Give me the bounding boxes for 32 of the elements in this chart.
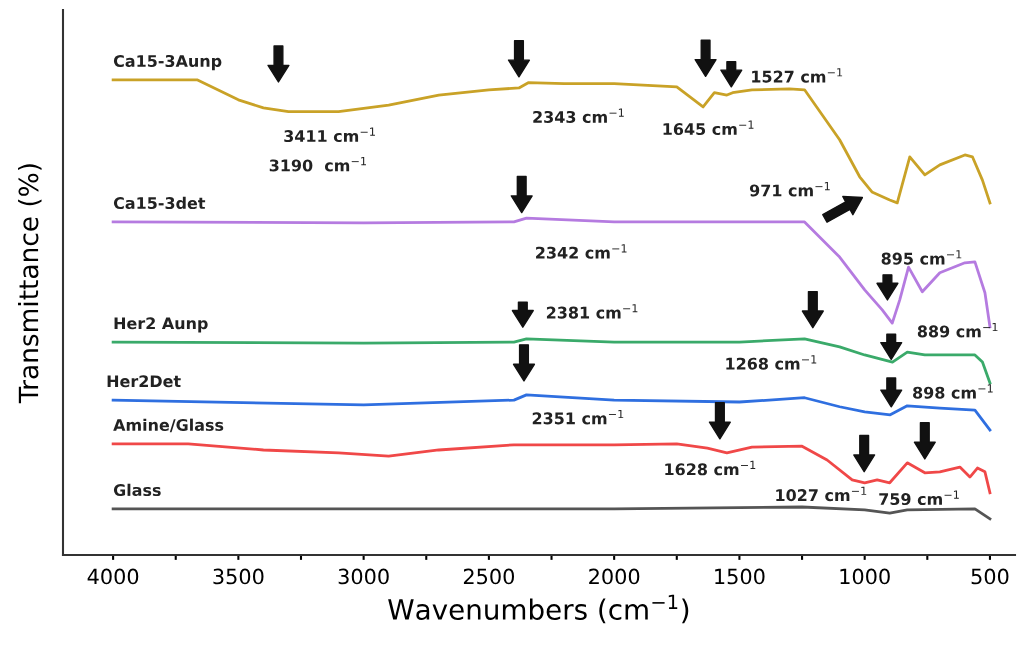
series-label: Ca15-3Aunp (113, 54, 222, 71)
y-axis-title: Transmittance (%) (18, 164, 42, 404)
annotation: 1027 cm$^{−1}$ (776, 486, 867, 502)
annotation: 2381 cm$^{−1}$ (546, 304, 638, 319)
series-label: Glass (113, 483, 161, 497)
series-label: Ca15-3det (113, 196, 206, 210)
x-tick-label: 500 (971, 568, 1009, 585)
series-label: Amine/Glass (113, 418, 224, 433)
x-tick-label: 1500 (715, 568, 765, 585)
x-tick-label: 4000 (87, 568, 139, 585)
x-tick-label: 1000 (840, 568, 890, 585)
annotation: 3190 cm$^{−1}$ (269, 156, 366, 172)
x-tick-label: 3500 (213, 568, 264, 585)
series-label: Her2 Aunp (114, 317, 208, 333)
annotation: 3411 cm$^{−1}$ (284, 127, 375, 143)
annotation: 895 cm$^{−1}$ (881, 250, 962, 265)
annotation: 889 cm$^{−1}$ (917, 322, 998, 338)
series-label: Her2Det (107, 375, 181, 388)
x-tick-label: 3000 (338, 568, 389, 585)
annotation: 2342 cm$^{−1}$ (536, 244, 627, 259)
annotation: 759 cm$^{−1}$ (879, 490, 959, 506)
annotation: 971 cm$^{−1}$ (749, 182, 830, 197)
annotation: 1527 cm$^{−1}$ (752, 68, 843, 83)
annotation: 2343 cm$^{−1}$ (533, 108, 624, 124)
annotation: 1628 cm$^{−1}$ (665, 460, 756, 476)
x-tick-label: 2500 (463, 568, 515, 585)
annotation: 898 cm$^{−1}$ (913, 384, 993, 399)
annotation: 2351 cm$^{−1}$ (532, 409, 624, 425)
annotation: 1645 cm$^{−1}$ (663, 120, 754, 136)
x-tick-label: 2000 (589, 568, 640, 585)
x-axis-title: Wavenumbers (cm$^{−1}$) (388, 594, 689, 624)
annotation: 1268 cm$^{−1}$ (726, 355, 817, 370)
